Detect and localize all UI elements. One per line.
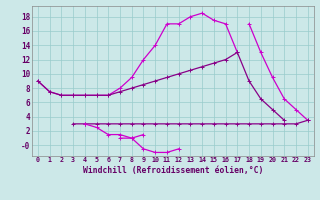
X-axis label: Windchill (Refroidissement éolien,°C): Windchill (Refroidissement éolien,°C)	[83, 166, 263, 175]
